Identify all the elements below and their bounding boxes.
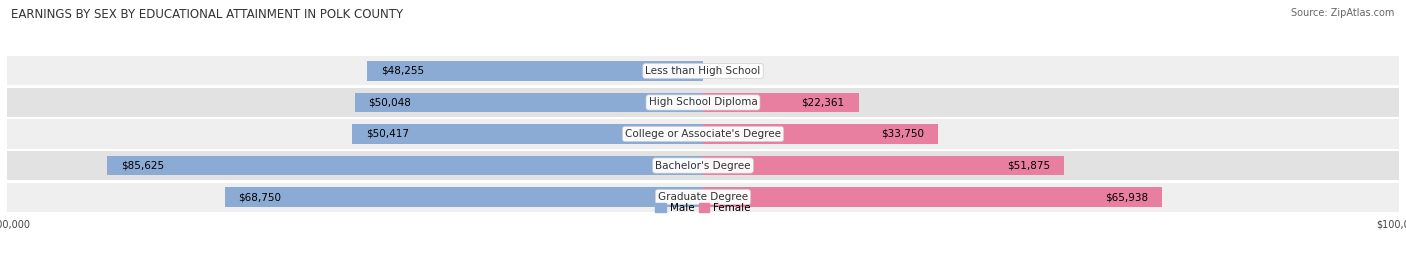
Bar — [7, 183, 1399, 211]
Text: $48,255: $48,255 — [381, 66, 425, 76]
Text: High School Diploma: High School Diploma — [648, 98, 758, 107]
Bar — [703, 187, 1161, 207]
Bar — [703, 156, 1064, 175]
Bar — [354, 93, 703, 112]
Bar — [352, 124, 703, 144]
Bar — [703, 124, 938, 144]
Text: $50,417: $50,417 — [366, 129, 409, 139]
Text: Bachelor's Degree: Bachelor's Degree — [655, 161, 751, 170]
Text: Less than High School: Less than High School — [645, 66, 761, 76]
Text: $65,938: $65,938 — [1105, 192, 1147, 202]
Bar — [703, 93, 859, 112]
Text: $51,875: $51,875 — [1007, 161, 1050, 170]
Bar — [7, 151, 1399, 180]
Text: $85,625: $85,625 — [121, 161, 165, 170]
Bar — [107, 156, 703, 175]
Text: $33,750: $33,750 — [882, 129, 924, 139]
Text: $22,361: $22,361 — [801, 98, 845, 107]
Bar — [225, 187, 703, 207]
Text: $50,048: $50,048 — [368, 98, 412, 107]
Text: EARNINGS BY SEX BY EDUCATIONAL ATTAINMENT IN POLK COUNTY: EARNINGS BY SEX BY EDUCATIONAL ATTAINMEN… — [11, 8, 404, 21]
Text: $0: $0 — [713, 66, 727, 76]
Text: Source: ZipAtlas.com: Source: ZipAtlas.com — [1291, 8, 1395, 18]
Legend: Male, Female: Male, Female — [651, 199, 755, 217]
Bar — [7, 120, 1399, 148]
Bar — [7, 88, 1399, 117]
Text: College or Associate's Degree: College or Associate's Degree — [626, 129, 780, 139]
Bar — [7, 57, 1399, 85]
Text: Graduate Degree: Graduate Degree — [658, 192, 748, 202]
Bar — [367, 61, 703, 81]
Text: $68,750: $68,750 — [239, 192, 281, 202]
